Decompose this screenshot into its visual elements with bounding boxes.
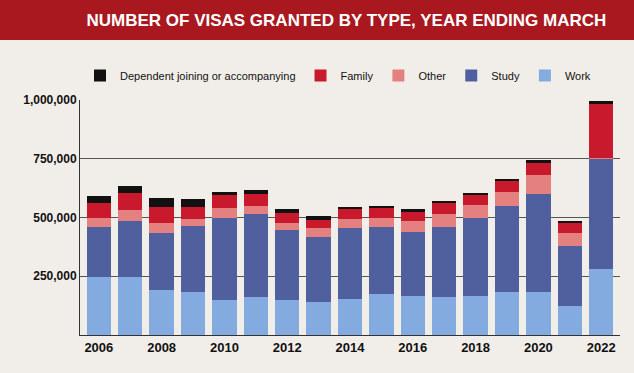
svg-text:Study: Study: [491, 70, 520, 82]
svg-text:Other: Other: [418, 70, 446, 82]
svg-text:2006: 2006: [84, 340, 113, 355]
svg-text:2022: 2022: [587, 340, 616, 355]
svg-text:750,000: 750,000: [33, 152, 77, 166]
svg-text:250,000: 250,000: [33, 269, 77, 283]
svg-text:NUMBER OF VISAS GRANTED BY TYP: NUMBER OF VISAS GRANTED BY TYPE, YEAR EN…: [86, 11, 606, 30]
svg-text:2012: 2012: [273, 340, 302, 355]
svg-text:1,000,000: 1,000,000: [23, 93, 77, 107]
svg-text:2020: 2020: [524, 340, 553, 355]
svg-text:Family: Family: [341, 70, 374, 82]
svg-text:Dependent joining or accompany: Dependent joining or accompanying: [120, 70, 296, 82]
svg-text:2014: 2014: [336, 340, 366, 355]
svg-text:2018: 2018: [461, 340, 490, 355]
svg-text:2016: 2016: [398, 340, 427, 355]
svg-text:2010: 2010: [210, 340, 239, 355]
svg-text:Work: Work: [565, 70, 591, 82]
svg-text:500,000: 500,000: [33, 211, 77, 225]
svg-text:2008: 2008: [147, 340, 176, 355]
